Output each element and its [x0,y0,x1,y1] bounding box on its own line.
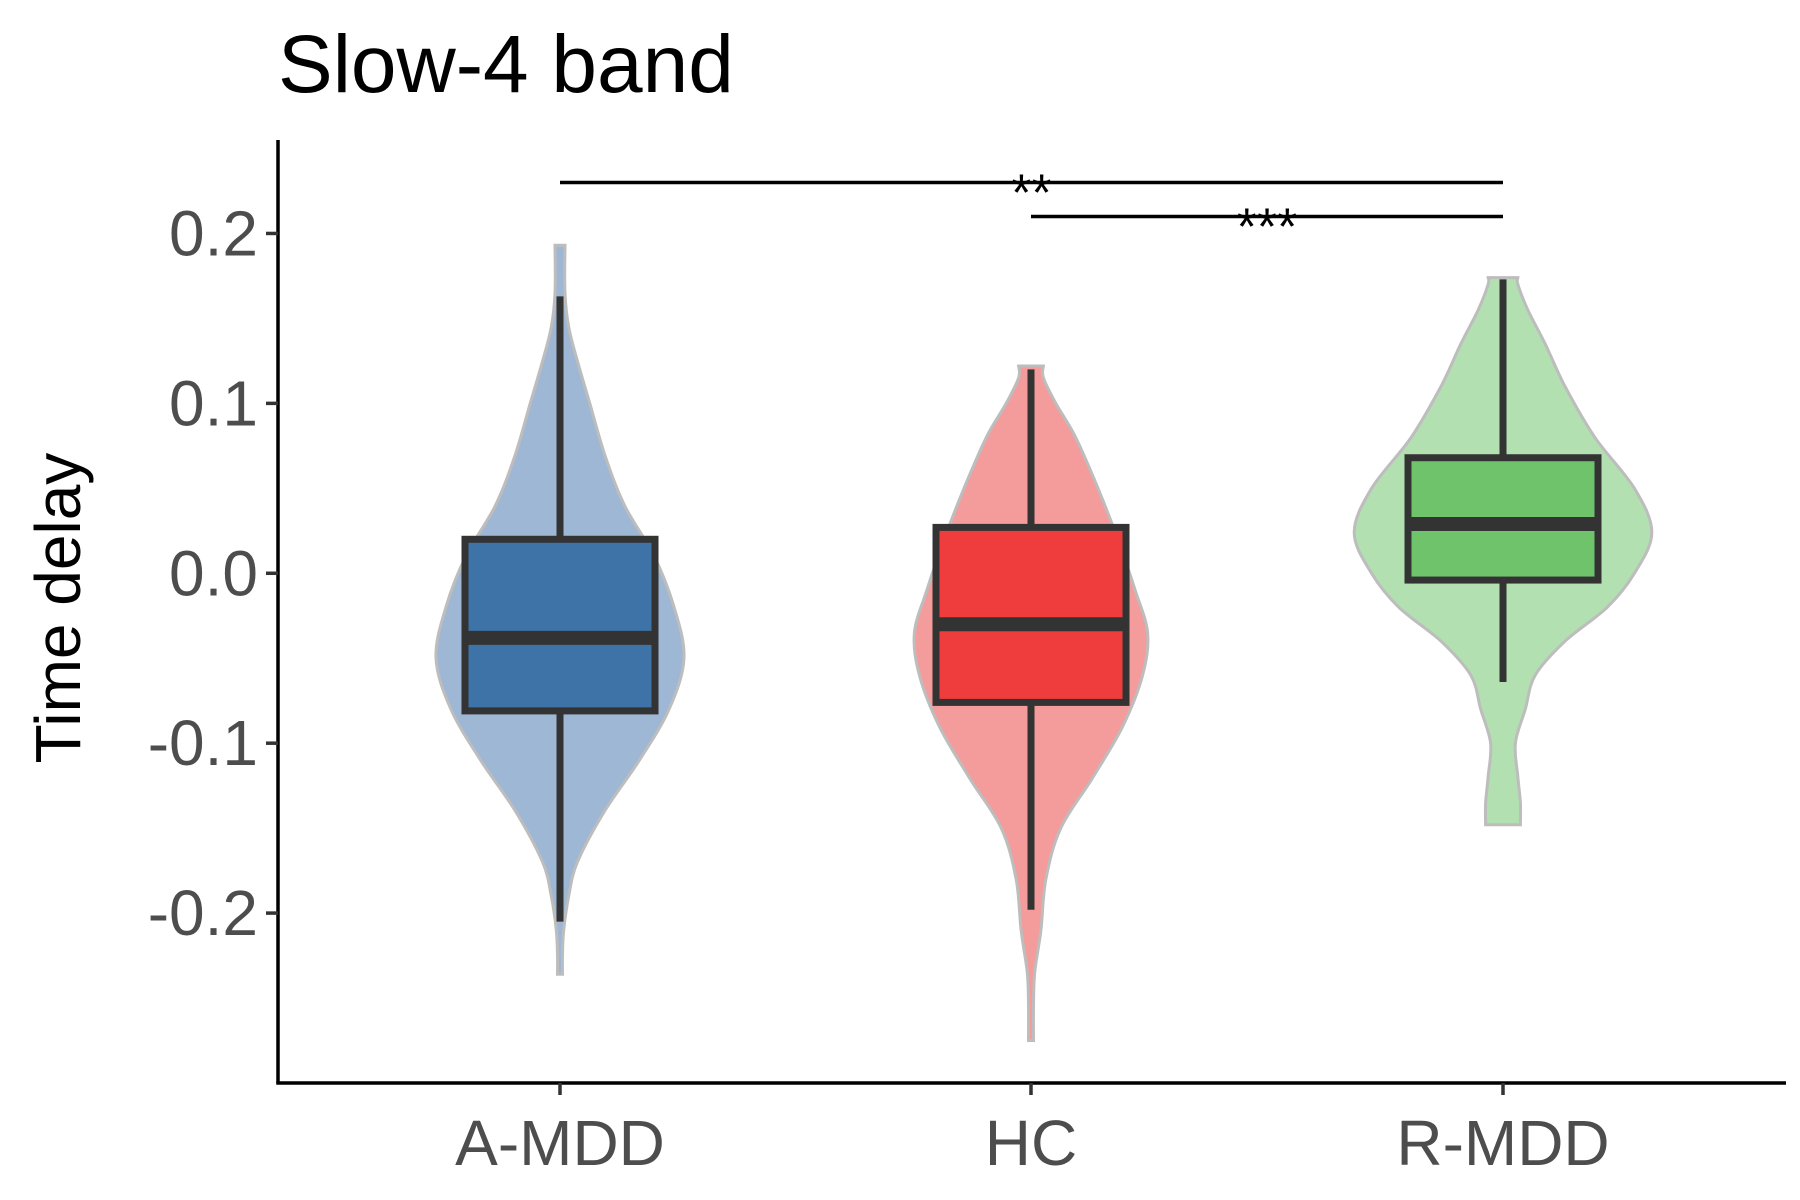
x-tick-label-0: A-MDD [455,1107,665,1179]
significance-label-2: *** [1237,198,1298,256]
x-tick-label-1: HC [985,1107,1077,1179]
y-axis-label: Time delay [22,453,94,764]
box-layer [461,279,1602,922]
box-hc [932,523,1130,706]
axes-layer: -0.2 -0.1 0.0 0.1 0.2 A-MDD HC R-MDD [148,140,1786,1179]
chart-title: Slow-4 band [278,19,734,110]
box-a-mdd [461,535,659,715]
significance-label-1: ** [1011,164,1051,222]
y-tick-label-3: 0.1 [169,367,258,439]
significance-layer: ***** [560,164,1503,256]
y-tick-label-2: 0.0 [169,537,258,609]
y-tick-label-1: -0.1 [148,707,258,779]
x-tick-label-2: R-MDD [1396,1107,1609,1179]
y-tick-label-0: -0.2 [148,877,258,949]
y-tick-label-4: 0.2 [169,197,258,269]
